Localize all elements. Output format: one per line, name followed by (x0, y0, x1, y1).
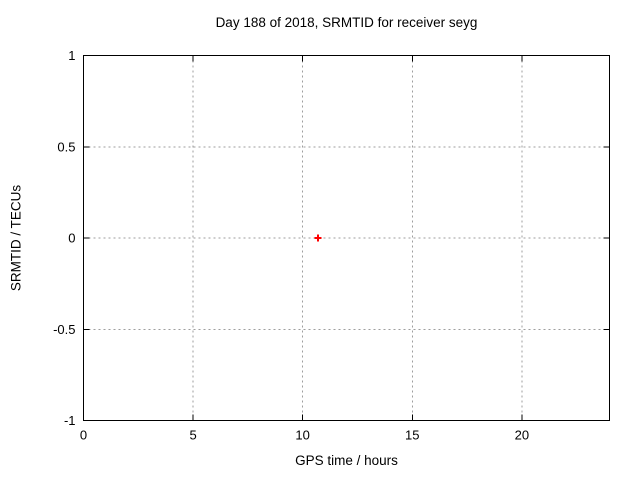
y-tick-label: -1 (64, 413, 76, 428)
plot-border (83, 55, 610, 421)
y-axis-title: SRMTID / TECUs (8, 184, 24, 292)
x-axis-title: GPS time / hours (295, 453, 398, 468)
x-tick-label: 20 (515, 428, 529, 443)
chart-title: Day 188 of 2018, SRMTID for receiver sey… (215, 15, 478, 30)
y-tick-label: 1 (68, 48, 75, 63)
y-tick-label: 0 (68, 231, 75, 246)
data-point-plus (314, 234, 322, 242)
y-tick-label: -0.5 (53, 322, 75, 337)
x-tick-label: 5 (189, 428, 196, 443)
x-tick-label: 15 (405, 428, 419, 443)
y-tick-label: 0.5 (57, 139, 75, 154)
x-tick-label: 10 (295, 428, 309, 443)
x-tick-label: 0 (80, 428, 87, 443)
